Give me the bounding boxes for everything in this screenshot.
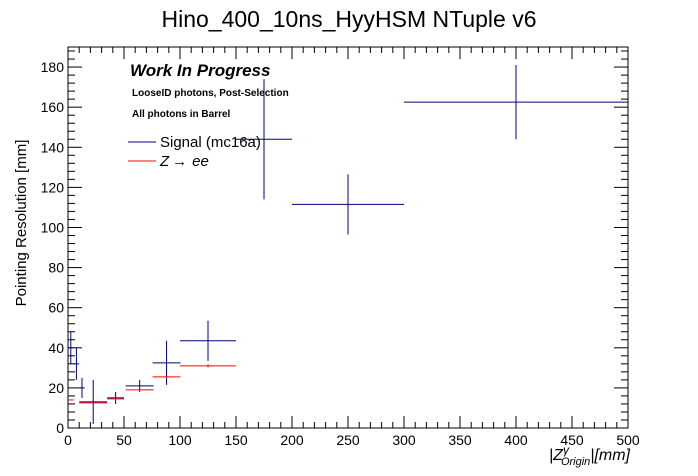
data-point bbox=[79, 377, 85, 398]
x-tick-label: 100 bbox=[168, 432, 192, 448]
x-tick-label: 450 bbox=[560, 432, 584, 448]
x-axis-label-tail: |[mm] bbox=[590, 447, 630, 464]
legend-zee-suffix: ee bbox=[192, 153, 209, 170]
series-signal bbox=[68, 65, 628, 424]
y-tick-label: 0 bbox=[56, 420, 64, 436]
x-tick-label: 400 bbox=[504, 432, 528, 448]
legend-zee-prefix: Z bbox=[159, 153, 170, 170]
y-tick-label: 180 bbox=[41, 59, 65, 75]
y-tick-label: 120 bbox=[41, 179, 65, 195]
x-axis: 0 50 100 150 200 250 300 350 400 450 500 bbox=[64, 47, 640, 448]
data-marks bbox=[68, 65, 628, 424]
data-point bbox=[236, 79, 292, 200]
data-point bbox=[180, 364, 236, 368]
x-tick-label: 350 bbox=[448, 432, 472, 448]
annotation-line1: LooseID photons, Post-Selection bbox=[132, 88, 289, 99]
y-tick-label: 20 bbox=[48, 380, 64, 396]
legend: Signal (mc16a) Z → ee bbox=[128, 134, 261, 170]
y-tick-label: 160 bbox=[41, 99, 65, 115]
y-tick-label: 100 bbox=[41, 219, 65, 235]
y-tick-label: 40 bbox=[48, 340, 64, 356]
y-tick-label: 140 bbox=[41, 139, 65, 155]
y-tick-label: 80 bbox=[48, 260, 64, 276]
data-point bbox=[68, 331, 74, 364]
x-tick-label: 250 bbox=[336, 432, 360, 448]
x-tick-label: 500 bbox=[616, 432, 640, 448]
annotation-headline: Work In Progress bbox=[130, 61, 270, 80]
data-point bbox=[404, 65, 628, 140]
x-axis-label-sup: γ bbox=[563, 443, 570, 457]
annotation-line2: All photons in Barrel bbox=[132, 109, 231, 120]
y-axis: 0 20 40 60 80 100 120 140 160 180 bbox=[41, 50, 628, 436]
legend-entry-zee: Z → ee bbox=[159, 153, 209, 170]
data-point bbox=[107, 391, 124, 404]
x-tick-label: 150 bbox=[224, 432, 248, 448]
chart-title: Hino_400_10ns_HyyHSM NTuple v6 bbox=[161, 6, 536, 32]
legend-zee-arrow: → bbox=[172, 153, 187, 170]
x-tick-label: 200 bbox=[280, 432, 304, 448]
data-point bbox=[180, 320, 236, 361]
legend-entry-signal: Signal (mc16a) bbox=[160, 134, 261, 151]
y-axis-label: Pointing Resolution [mm] bbox=[13, 140, 30, 307]
data-point bbox=[79, 379, 108, 424]
x-tick-label: 300 bbox=[392, 432, 416, 448]
x-tick-label: 50 bbox=[116, 432, 132, 448]
x-axis-label-sub: Origin bbox=[561, 456, 590, 468]
x-tick-label: 0 bbox=[64, 432, 72, 448]
x-axis-label: |Zγ Origin|[mm] bbox=[549, 443, 631, 468]
x-axis-label-main: |Z bbox=[549, 447, 564, 464]
data-point bbox=[152, 375, 181, 379]
series-zee bbox=[68, 364, 236, 404]
data-point bbox=[292, 174, 404, 235]
data-point bbox=[73, 347, 80, 380]
y-tick-label: 60 bbox=[48, 300, 64, 316]
